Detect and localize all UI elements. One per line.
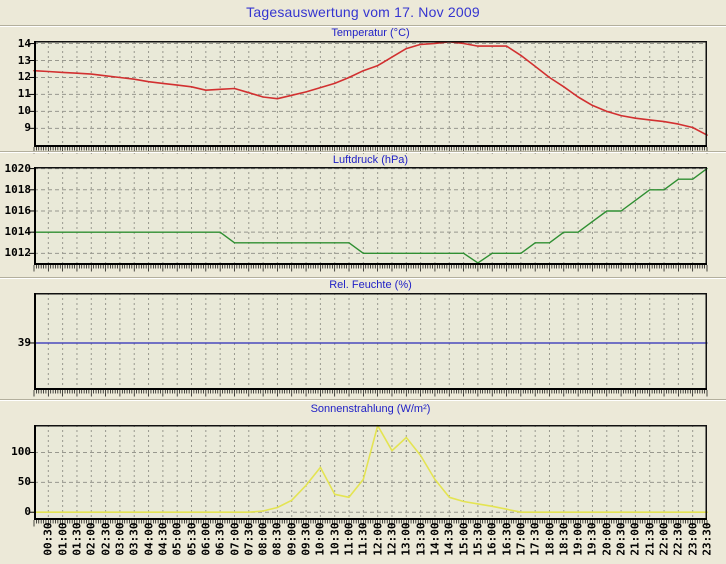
y-axis-label: 1016 bbox=[4, 203, 32, 217]
y-axis-label: 9 bbox=[24, 121, 31, 135]
time-axis: 00:30 01:00 01:30 02:00 02:30 03:00 03:30 04:00… bbox=[34, 520, 714, 564]
time-label: 10:00 bbox=[313, 522, 327, 556]
luftdruck-plot: 1020 1018 1016 1014 1012 bbox=[5, 162, 708, 272]
time-label: 01:00 bbox=[56, 522, 70, 556]
luftdruck-line-chart bbox=[29, 167, 708, 272]
time-label: 12:30 bbox=[385, 522, 399, 556]
chart-title-temperatur: Temperatur (°C) bbox=[331, 27, 410, 39]
time-label: 02:00 bbox=[84, 522, 98, 556]
time-label: 09:30 bbox=[299, 522, 313, 556]
time-label: 20:30 bbox=[614, 522, 628, 556]
y-axis-label: 14 bbox=[17, 36, 31, 50]
divider bbox=[0, 277, 726, 279]
time-label: 03:00 bbox=[113, 522, 127, 556]
temperatur-plot: 14 13 12 11 10 9 bbox=[18, 37, 708, 154]
time-label: 06:00 bbox=[199, 522, 213, 556]
divider bbox=[0, 399, 726, 401]
time-label: 19:30 bbox=[585, 522, 599, 556]
time-label: 12:00 bbox=[371, 522, 385, 556]
time-label: 16:30 bbox=[500, 522, 513, 556]
time-label: 16:00 bbox=[485, 522, 499, 556]
time-label: 17:00 bbox=[514, 522, 528, 556]
time-label: 23:00 bbox=[686, 522, 700, 556]
y-axis-label: 100 bbox=[11, 445, 31, 459]
y-axis-label: 12 bbox=[17, 70, 31, 84]
time-label: 22:30 bbox=[671, 522, 685, 556]
time-label: 13:30 bbox=[414, 522, 428, 556]
sonnenstrahlung-line-chart bbox=[29, 424, 708, 527]
feuchte-line-chart bbox=[29, 293, 708, 397]
time-label: 04:00 bbox=[142, 522, 156, 556]
time-label: 05:30 bbox=[185, 522, 198, 556]
time-label: 13:00 bbox=[399, 522, 413, 556]
time-label: 15:30 bbox=[471, 522, 485, 556]
y-axis-label: 50 bbox=[17, 475, 31, 489]
time-label: 02:30 bbox=[99, 522, 113, 556]
y-axis-label: 1020 bbox=[4, 161, 32, 175]
time-label: 22:00 bbox=[657, 522, 671, 556]
time-label: 10:30 bbox=[328, 522, 342, 556]
time-label: 00:30 bbox=[41, 522, 55, 556]
y-axis-label: 39 bbox=[17, 335, 31, 349]
y-axis-label: 13 bbox=[17, 53, 31, 67]
time-label: 21:30 bbox=[643, 522, 657, 556]
time-label: 19:00 bbox=[571, 522, 585, 556]
time-label: 23:30 bbox=[700, 522, 714, 556]
time-label: 21:00 bbox=[628, 522, 642, 556]
chart-title-sonnenstrahlung: Sonnenstrahlung (W/m²) bbox=[310, 403, 431, 415]
time-label: 11:00 bbox=[342, 522, 356, 556]
time-label: 08:00 bbox=[256, 522, 270, 556]
time-label: 07:30 bbox=[242, 522, 256, 556]
sonnenstrahlung-plot: 100 50 0 bbox=[11, 424, 708, 527]
y-axis-label: 1014 bbox=[4, 225, 32, 239]
time-label: 15:00 bbox=[457, 522, 471, 556]
y-axis-label: 11 bbox=[17, 87, 31, 101]
page-title: Tagesauswertung vom 17. Nov 2009 bbox=[246, 4, 480, 20]
time-label: 20:00 bbox=[600, 522, 614, 556]
time-label: 11:30 bbox=[356, 522, 370, 556]
time-label: 18:00 bbox=[543, 522, 556, 556]
chart-title-luftdruck: Luftdruck (hPa) bbox=[332, 154, 409, 166]
time-label: 05:00 bbox=[170, 522, 184, 556]
y-axis-label: 10 bbox=[17, 104, 31, 118]
chart-title-feuchte: Rel. Feuchte (%) bbox=[329, 279, 412, 291]
time-label: 01:30 bbox=[70, 522, 84, 556]
time-label: 18:30 bbox=[557, 522, 571, 556]
time-label: 06:30 bbox=[213, 522, 227, 556]
time-label: 09:00 bbox=[285, 522, 299, 556]
divider bbox=[0, 25, 726, 27]
y-axis-label: 0 bbox=[24, 505, 31, 519]
time-label: 03:30 bbox=[127, 522, 141, 556]
time-label: 08:30 bbox=[270, 522, 284, 556]
time-label: 04:30 bbox=[156, 522, 170, 556]
time-label: 14:30 bbox=[442, 522, 456, 556]
y-axis-label: 1012 bbox=[4, 246, 32, 260]
feuchte-plot: 39 bbox=[18, 293, 708, 397]
time-label: 07:00 bbox=[228, 522, 241, 556]
time-label: 17:30 bbox=[528, 522, 542, 556]
temperatur-line-chart bbox=[29, 41, 708, 154]
y-axis-label: 1018 bbox=[4, 182, 32, 196]
divider bbox=[0, 151, 726, 153]
time-label: 14:00 bbox=[428, 522, 442, 556]
